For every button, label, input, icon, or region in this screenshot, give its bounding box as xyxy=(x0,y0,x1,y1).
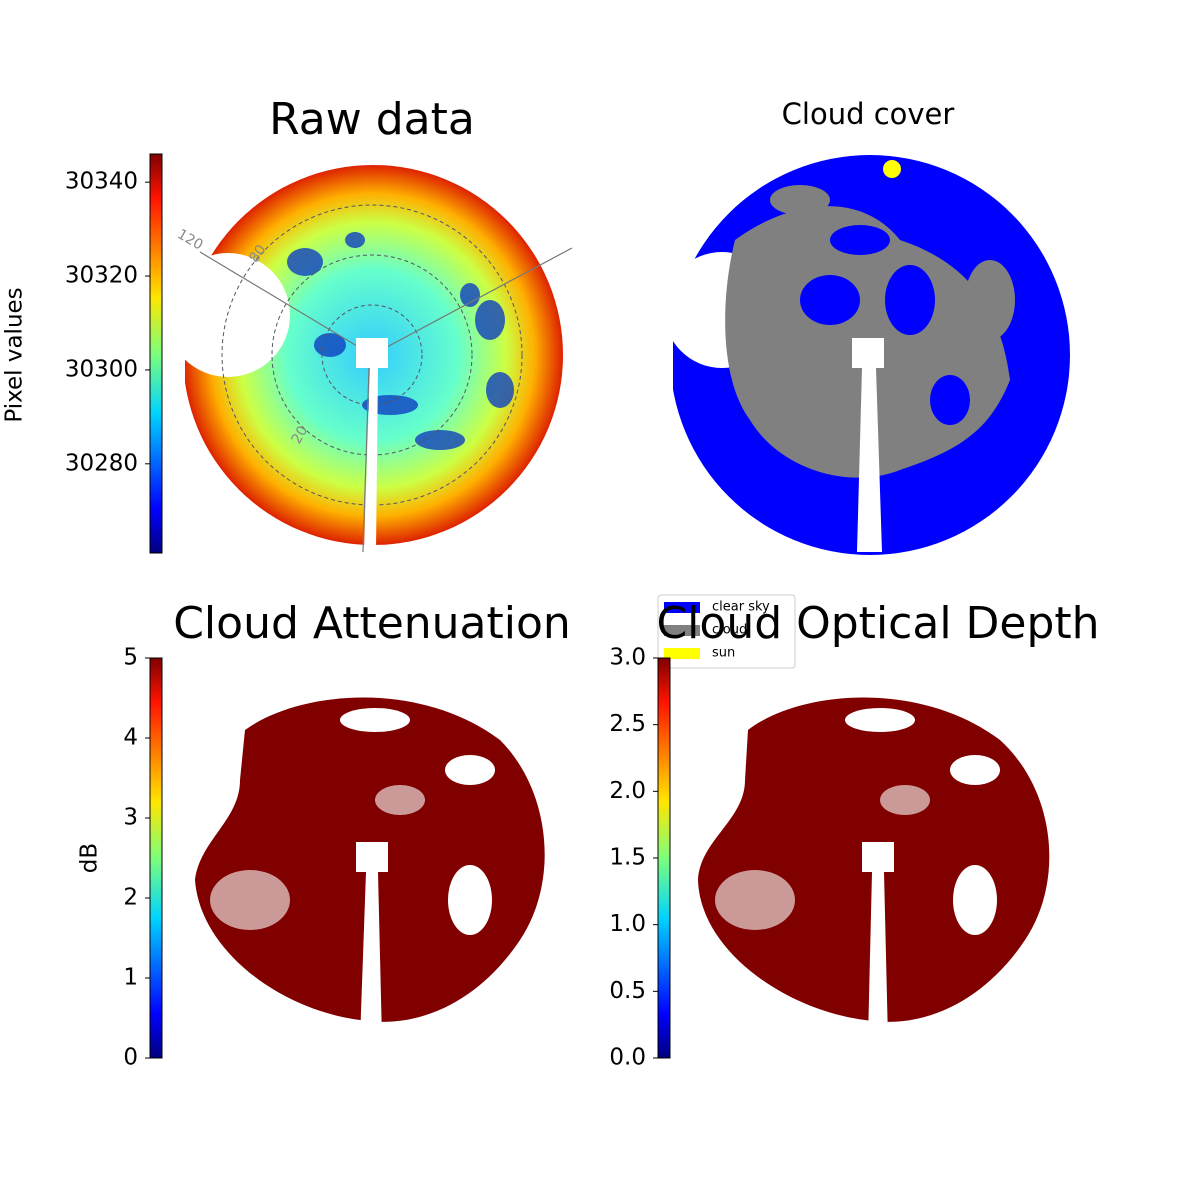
colorbar-tick-label: 3.0 xyxy=(609,645,646,671)
panel-title: Cloud Optical Depth xyxy=(656,598,1099,649)
sun-marker xyxy=(883,160,901,178)
colorbar-tick-label: 2.5 xyxy=(609,711,646,737)
cloud-mask-image xyxy=(655,150,1070,570)
panel-title: Raw data xyxy=(269,94,475,145)
colorbar-tick-label: 0.0 xyxy=(609,1045,646,1071)
colorbar-label: Pixel values xyxy=(2,287,28,422)
colorbar xyxy=(149,657,163,1059)
attenuation-image xyxy=(195,697,545,1040)
colorbar-tick-label: 30320 xyxy=(65,263,138,289)
colorbar-tick-label: 0.5 xyxy=(609,978,646,1004)
colorbar-tick-label: 30340 xyxy=(65,169,138,195)
colorbar-tick-label: 5 xyxy=(123,645,138,671)
optical-depth-image xyxy=(698,697,1050,1040)
legend-label: clear sky xyxy=(712,600,770,615)
panel-title: Cloud Attenuation xyxy=(173,598,571,649)
colorbar-tick-label: 1 xyxy=(123,965,138,991)
raw-image xyxy=(150,150,573,570)
colorbar xyxy=(149,153,163,554)
colorbar-tick-label: 4 xyxy=(123,725,138,751)
legend-swatch xyxy=(664,648,700,659)
colorbar-tick-label: 30300 xyxy=(65,356,138,382)
panel-title: Cloud cover xyxy=(782,97,955,131)
colorbar xyxy=(657,657,671,1059)
legend-swatch xyxy=(664,625,700,636)
colorbar-tick-label: 2 xyxy=(123,885,138,911)
legend-label: sun xyxy=(712,646,735,661)
colorbar-tick-label: 1.0 xyxy=(609,911,646,937)
polar-label: 20 xyxy=(289,423,312,446)
colorbar-tick-label: 0 xyxy=(123,1045,138,1071)
colorbar-tick-label: 3 xyxy=(123,805,138,831)
colorbar-tick-label: 30280 xyxy=(65,450,138,476)
colorbar-label: dB xyxy=(77,843,103,873)
legend-label: cloud xyxy=(712,623,747,638)
legend-swatch xyxy=(664,602,700,613)
colorbar-tick-label: 1.5 xyxy=(609,845,646,871)
colorbar-tick-label: 2.0 xyxy=(609,778,646,804)
